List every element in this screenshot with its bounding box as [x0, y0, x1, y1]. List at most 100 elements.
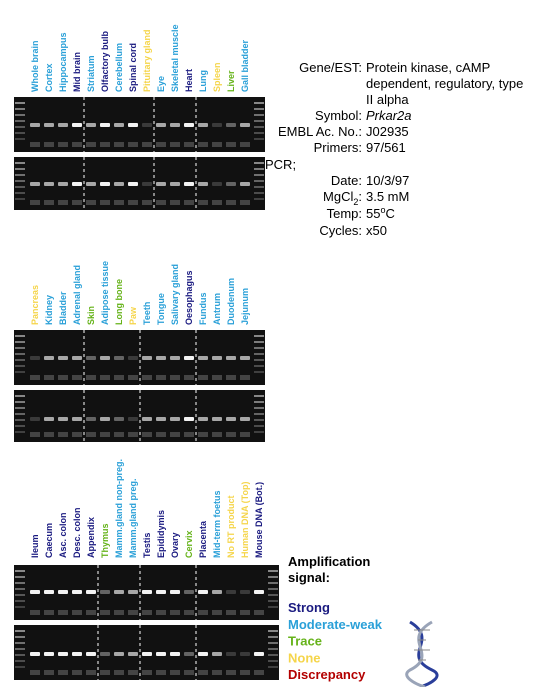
- primer-smear: [198, 670, 208, 675]
- band: [170, 590, 180, 594]
- lane-label: Skin: [86, 306, 96, 325]
- primer-smear: [30, 610, 40, 615]
- ladder-band: [254, 174, 264, 176]
- lane-label: Jejunum: [240, 288, 250, 325]
- primer-smear: [226, 670, 236, 675]
- info-value: x50: [366, 223, 387, 238]
- ladder-band: [268, 660, 278, 662]
- lane-label: Long bone: [114, 279, 124, 325]
- primer-smear: [44, 610, 54, 615]
- band: [128, 123, 138, 127]
- info-value: Protein kinase, cAMP: [366, 60, 490, 75]
- info-value-part: C: [385, 206, 394, 221]
- band: [30, 652, 40, 656]
- lane-label: Bladder: [58, 291, 68, 325]
- band: [198, 182, 208, 186]
- ladder-band: [15, 341, 25, 343]
- primer-smear: [254, 670, 264, 675]
- primer-smear: [72, 375, 82, 380]
- lane-label: No RT product: [226, 496, 236, 559]
- info-value: 3.5 mM: [366, 189, 409, 204]
- info-block: Gene/EST: Protein kinase, cAMP dependent…: [265, 60, 523, 238]
- band: [100, 417, 110, 421]
- primer-smear: [44, 670, 54, 675]
- lane-label: Adrenal gland: [72, 265, 82, 325]
- ladder-band: [254, 371, 264, 373]
- band: [198, 652, 208, 656]
- ladder-band: [268, 636, 278, 638]
- ladder-band: [254, 359, 264, 361]
- band: [240, 652, 250, 656]
- info-key: EMBL Ac. No.:: [278, 124, 362, 139]
- ladder-band: [254, 341, 264, 343]
- lane-label: Mamm.gland preg.: [128, 478, 138, 558]
- primer-smear: [142, 200, 152, 205]
- ladder-band: [268, 570, 278, 572]
- info-value: J02935: [366, 124, 409, 139]
- lane-label: Pituitary gland: [142, 29, 152, 92]
- band: [86, 123, 96, 127]
- ladder-band: [15, 413, 25, 415]
- band: [30, 590, 40, 594]
- band: [128, 356, 138, 360]
- ladder-band: [15, 371, 25, 373]
- ladder-band: [254, 347, 264, 349]
- ladder-band: [15, 654, 25, 656]
- band: [226, 417, 236, 421]
- lane-label: Duodenum: [226, 278, 236, 325]
- primer-smear: [240, 375, 250, 380]
- info-value: 55oC: [366, 205, 395, 221]
- ladder-band: [254, 102, 264, 104]
- lane-label: Lung: [198, 70, 208, 92]
- lane-label: Mid brain: [72, 52, 82, 92]
- primer-smear: [100, 142, 110, 147]
- primer-smear: [170, 375, 180, 380]
- ladder-band: [15, 168, 25, 170]
- info-heading: PCR;: [265, 157, 296, 172]
- band: [184, 652, 194, 656]
- ladder-band: [268, 588, 278, 590]
- band: [170, 652, 180, 656]
- legend-item: Strong: [288, 600, 330, 615]
- band: [142, 182, 152, 186]
- band: [44, 182, 54, 186]
- band: [156, 356, 166, 360]
- band: [100, 652, 110, 656]
- ladder-band: [15, 419, 25, 421]
- primer-smear: [156, 432, 166, 437]
- ladder-band: [15, 162, 25, 164]
- primer-smear: [226, 200, 236, 205]
- primer-smear: [184, 432, 194, 437]
- ladder-band: [254, 192, 264, 194]
- primer-smear: [72, 142, 82, 147]
- gel: [14, 97, 265, 152]
- ladder-band: [15, 365, 25, 367]
- ladder-band: [15, 126, 25, 128]
- primer-smear: [254, 610, 264, 615]
- ladder-band: [15, 431, 25, 433]
- legend-item: Discrepancy: [288, 667, 366, 682]
- info-key: Temp:: [327, 206, 362, 221]
- lane-label: Mamm.gland non-preg.: [114, 459, 124, 558]
- lane-label: Caecum: [44, 523, 54, 558]
- band: [44, 123, 54, 127]
- band: [114, 417, 124, 421]
- primer-smear: [30, 432, 40, 437]
- primer-smear: [156, 375, 166, 380]
- primer-smear: [170, 670, 180, 675]
- band: [100, 182, 110, 186]
- ladder-band: [15, 576, 25, 578]
- ladder-band: [254, 401, 264, 403]
- ladder-band: [15, 186, 25, 188]
- primer-smear: [156, 610, 166, 615]
- band: [226, 123, 236, 127]
- primer-smear: [142, 670, 152, 675]
- primer-smear: [72, 610, 82, 615]
- ladder-band: [254, 180, 264, 182]
- lane-label: Ileum: [30, 534, 40, 558]
- band: [30, 356, 40, 360]
- ladder-band: [254, 365, 264, 367]
- ladder-band: [254, 335, 264, 337]
- band: [30, 123, 40, 127]
- primer-smear: [100, 610, 110, 615]
